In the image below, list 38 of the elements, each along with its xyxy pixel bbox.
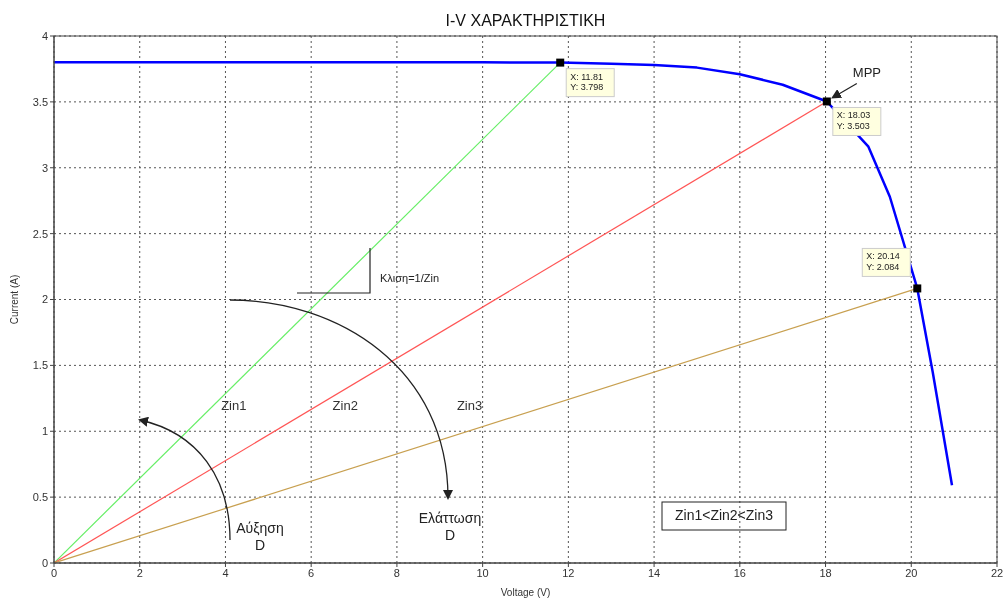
x-tick-label: 20 <box>905 566 918 579</box>
y-axis-title: Current (A) <box>8 274 20 325</box>
x-tick-label: 4 <box>222 566 229 579</box>
annotation: X: 18.03 Y: 3.503 <box>836 110 871 132</box>
x-tick-label: 8 <box>393 566 400 579</box>
point <box>556 58 565 67</box>
annotation: Zin1<Zin2<Zin3 <box>674 507 774 523</box>
annotation: X: 11.81 Y: 3.798 <box>570 71 604 93</box>
y-tick-label: 3 <box>41 161 48 174</box>
y-tick-label: 0.5 <box>32 491 48 504</box>
y-tick-label: 2 <box>41 293 48 306</box>
annotation: Ελάττωση D <box>418 510 482 543</box>
annotation: Κλιση=1/Zin <box>380 272 440 284</box>
y-tick-label: 0 <box>41 556 48 569</box>
x-tick-label: 2 <box>136 566 143 579</box>
x-tick-label: 12 <box>562 566 575 579</box>
y-tick-label: 3.5 <box>32 95 48 108</box>
point <box>822 97 831 106</box>
series-label: Zin3 <box>456 398 483 414</box>
series-label: Zin2 <box>332 398 358 414</box>
annotation: MPP <box>852 65 881 81</box>
annotation: Αύξηση D <box>236 520 284 553</box>
y-tick-label: 1.5 <box>32 359 48 372</box>
y-tick-label: 2.5 <box>32 227 48 240</box>
series-label: Zin1 <box>221 398 247 414</box>
chart-title: I-V ΧΑΡΑΚΤΗΡΙΣΤΙΚΗ <box>445 12 606 29</box>
x-tick-label: 10 <box>476 566 489 579</box>
x-tick-label: 22 <box>990 566 1004 579</box>
x-axis-title: Voltage (V) <box>500 587 551 598</box>
annotation: X: 20.14 Y: 2.084 <box>866 251 900 273</box>
y-tick-label: 4 <box>41 29 48 42</box>
x-tick-label: 16 <box>733 566 746 579</box>
y-tick-label: 1 <box>41 425 48 438</box>
x-tick-label: 18 <box>819 566 832 579</box>
x-tick-label: 14 <box>647 566 661 579</box>
x-tick-label: 0 <box>50 566 58 579</box>
point <box>913 284 922 293</box>
x-tick-label: 6 <box>308 566 315 579</box>
